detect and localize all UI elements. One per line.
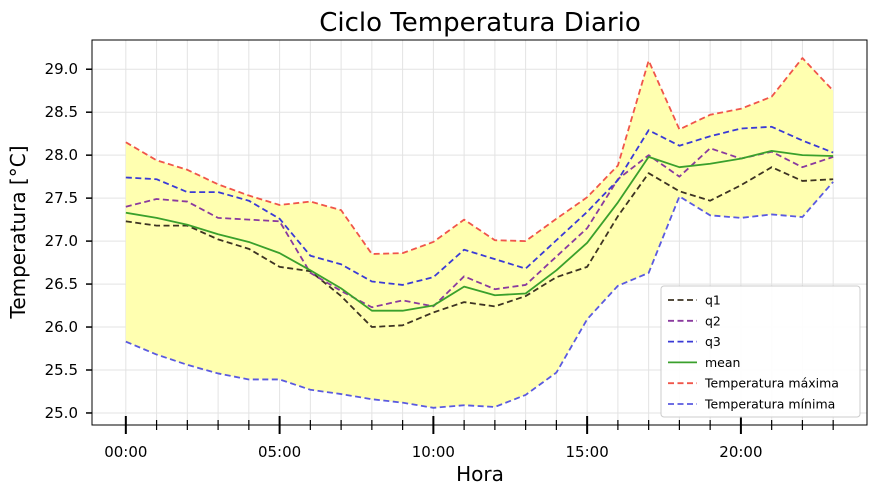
y-tick-label: 26.0 [45,318,78,336]
plot-frame [91,39,868,426]
legend-label: Temperatura máxima [704,376,839,391]
y-axis-label: Temperatura [°C] [6,145,30,319]
series-line-q2 [125,147,834,309]
min-max-band [125,58,834,408]
series-line-mean [125,149,834,312]
y-tick-label: 27.5 [45,189,78,207]
y-tick-label: 29.0 [45,60,78,78]
legend-label: mean [705,355,740,370]
temperature-range-fill [125,58,834,408]
x-tick-label: 20:00 [719,443,762,461]
y-tick-label: 27.0 [45,232,78,250]
legend-label: q2 [705,313,721,328]
chart-title: Ciclo Temperatura Diario [319,8,641,38]
series-lines [125,57,834,409]
x-tick-label: 10:00 [412,443,455,461]
legend-label: Temperatura mínima [704,397,835,412]
y-tick-label: 25.5 [45,361,78,379]
y-tick-label: 26.5 [45,275,78,293]
series-line-temperatura-mínima [125,181,834,409]
legend: q1 q2 q3 mean Temperatura máxima Temperatura … [660,285,861,418]
x-tick-label: 15:00 [566,443,609,461]
series-line-q1 [125,166,834,328]
x-tick-label: 05:00 [258,443,301,461]
legend-label: q3 [705,334,721,349]
axis-ticks: 25.0 25.5 26.0 26.5 27.0 27.5 28.0 28.5 29.0 00:0… [45,60,834,461]
y-tick-label: 28.5 [45,103,78,121]
series-line-temperatura-máxima [125,57,834,255]
y-tick-label: 28.0 [45,146,78,164]
x-tick-label: 00:00 [104,443,147,461]
series-line-q3 [125,125,834,286]
x-axis-label: Hora [456,462,504,486]
y-tick-label: 25.0 [45,404,78,422]
legend-label: q1 [705,293,721,308]
legend-box [660,285,861,418]
